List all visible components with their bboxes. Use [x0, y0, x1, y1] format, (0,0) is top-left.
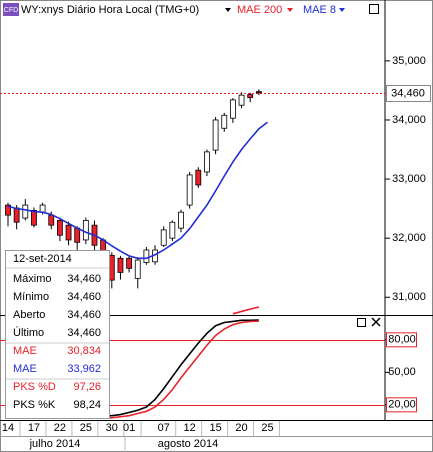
x-tick-label: 30: [106, 422, 118, 434]
y-tick-label: 34,000: [392, 114, 426, 126]
candle-body: [178, 211, 184, 229]
x-tick-label: 12: [184, 422, 196, 434]
candle-body: [134, 259, 141, 279]
dropdown-arrow[interactable]: [339, 8, 345, 12]
info-label: Último: [13, 326, 44, 339]
candle-body: [108, 254, 115, 281]
series-line: [232, 306, 260, 315]
candle-body: [13, 207, 20, 223]
info-label: PKS %K: [13, 399, 56, 411]
candle-body: [39, 204, 46, 213]
maximize-icon[interactable]: [357, 318, 366, 327]
level-box: [386, 397, 417, 413]
y-tick-label: 32,000: [392, 232, 426, 244]
info-label: MAE: [13, 363, 37, 375]
y-tick-label: 31,000: [392, 291, 426, 303]
info-value: 34,460: [67, 327, 101, 339]
candle-body: [247, 94, 254, 98]
series-line: [85, 319, 259, 417]
info-value: 34,460: [67, 291, 101, 303]
info-value: 98,24: [73, 399, 101, 411]
x-tick-label: 25: [261, 422, 273, 434]
info-label: Mínimo: [13, 291, 49, 303]
candle-body: [65, 224, 72, 241]
info-value: 33,962: [67, 363, 101, 375]
badge: [3, 3, 19, 16]
dropdown-arrow[interactable]: [225, 8, 231, 12]
candle-body: [31, 209, 37, 226]
last-price-box: [386, 85, 431, 102]
x-tick-label: 17: [28, 422, 40, 434]
legend-ma8[interactable]: MAE 8: [303, 4, 336, 16]
x-tick-label: 14: [2, 422, 14, 434]
candle-body: [5, 204, 11, 216]
candle-body: [238, 94, 245, 106]
badge-text: CFD: [4, 7, 18, 14]
candle-body: [143, 249, 150, 263]
info-value: 34,460: [67, 309, 101, 321]
x-tick-label: 22: [54, 422, 66, 434]
candle-body: [48, 214, 55, 226]
month-label: julho 2014: [29, 438, 81, 450]
candle-body: [195, 169, 202, 186]
close-icon[interactable]: [371, 317, 381, 327]
maximize-icon[interactable]: [369, 4, 379, 14]
last-price-label: 34,460: [391, 87, 425, 99]
candle-body: [169, 221, 176, 239]
x-tick-label: 15: [209, 422, 221, 434]
candle-body: [74, 227, 81, 243]
candle-body: [160, 229, 167, 246]
candle-body: [186, 174, 193, 206]
info-date: 12-set-2014: [13, 253, 72, 265]
info-label: MAE: [13, 345, 37, 357]
candle-body: [57, 220, 63, 236]
candle-body: [229, 99, 236, 119]
candle-body: [221, 114, 228, 129]
candle-body: [117, 257, 124, 273]
info-label: PKS %D: [13, 381, 56, 393]
candle-body: [212, 119, 219, 151]
series-line: [85, 320, 259, 419]
y-tick-label: 80,00: [388, 334, 416, 346]
month-label: agosto 2014: [158, 438, 219, 450]
legend-ma200[interactable]: MAE 200: [237, 4, 282, 16]
info-label: Aberto: [13, 309, 45, 321]
y-tick-label: 33,000: [392, 173, 426, 185]
level-box: [386, 332, 417, 348]
candle-body: [22, 204, 29, 219]
candle-body: [126, 257, 132, 269]
x-tick-label: 20: [235, 422, 247, 434]
info-value: 30,834: [67, 345, 101, 357]
dropdown-arrow[interactable]: [287, 8, 293, 12]
y-tick-label: 35,000: [392, 55, 426, 67]
info-value: 97,26: [73, 381, 101, 393]
candle-body: [82, 220, 89, 241]
info-box: [5, 250, 110, 419]
y-tick-label: 50,00: [388, 366, 416, 378]
x-tick-label: 01: [123, 422, 135, 434]
info-label: Máximo: [13, 273, 52, 285]
y-tick-label: 20,00: [388, 399, 416, 411]
info-value: 34,460: [67, 273, 101, 285]
candle-body: [255, 91, 262, 94]
x-tick-label: 25: [80, 422, 92, 434]
symbol-title[interactable]: WY:xnys Diário Hora Local (TMG+0): [21, 4, 199, 16]
candle-body: [204, 151, 210, 173]
x-tick-label: 07: [158, 422, 170, 434]
series-line: [7, 121, 268, 260]
